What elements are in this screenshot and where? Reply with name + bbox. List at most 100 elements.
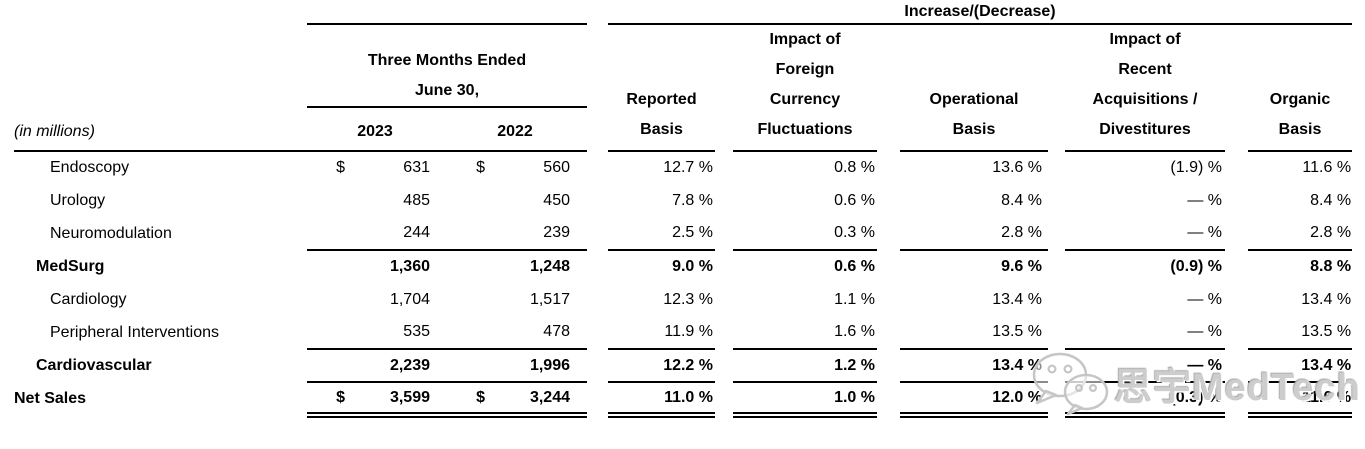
spacer (1048, 316, 1065, 349)
pct-col-header-line: Basis (952, 121, 996, 138)
currency-symbol-2023 (307, 348, 345, 382)
spacer (877, 349, 900, 382)
currency-symbol-2023 (307, 217, 345, 250)
currency-symbol-2022 (443, 283, 485, 316)
pct-value: 13.4 % (992, 290, 1042, 308)
currency-symbol-2022 (443, 249, 485, 283)
pct-value: (0.3) % (1065, 381, 1225, 418)
pct-value: 13.4 % (900, 348, 1048, 382)
spacer (715, 349, 733, 382)
pct-value: 13.6 % (992, 159, 1042, 176)
pct-value: 1.6 % (834, 323, 875, 340)
spacer (715, 24, 733, 151)
pct-value: 0.3 % (834, 224, 875, 241)
currency-symbol-2022 (443, 217, 485, 250)
spacer (1048, 24, 1065, 151)
pct-col-header-line: Operational (929, 91, 1019, 108)
value-2022: 560 (543, 159, 570, 176)
row-label: MedSurg (36, 257, 105, 275)
pct-value: 8.4 % (1001, 191, 1042, 209)
year-header-2022: 2022 (443, 106, 587, 153)
value-2022: 3,244 (485, 381, 587, 418)
pct-value: 13.5 % (1301, 323, 1352, 340)
table-row: MedSurg 1,360 1,248 9.0 % 0.6 % 9.6 % (0.9) % 8… (14, 249, 1353, 283)
pct-col-header-acquisitions-divestitures: Impact of Recent Acquisitions / Divestiture… (1065, 24, 1225, 152)
currency-symbol-2023: $ (336, 159, 345, 176)
pct-col-header-reported-basis: Reported Basis (608, 24, 715, 152)
spacer (715, 382, 733, 415)
pct-value: 12.0 % (900, 381, 1048, 418)
pct-value: 11.9 % (664, 323, 713, 340)
pct-col-header-line: Recent (1118, 61, 1172, 78)
pct-col-header-organic-basis: Organic Basis (1248, 24, 1353, 152)
spacer (587, 349, 608, 382)
spacer (877, 24, 900, 151)
currency-symbol-2023 (307, 249, 345, 283)
spacer (715, 250, 733, 283)
corner-spacer (14, 0, 307, 24)
pct-value: 0.8 % (834, 159, 875, 176)
pct-value: 1.2 % (733, 348, 877, 382)
spacer (715, 184, 733, 217)
period-line-2: June 30, (414, 81, 480, 99)
table-row: Net Sales $3,599 $3,244 11.0 % 1.0 % 12.0 % (0… (14, 381, 1353, 418)
spacer (1048, 283, 1065, 316)
value-2022: 478 (543, 323, 570, 340)
pct-value: — % (1187, 191, 1222, 209)
value-2023: 1,704 (389, 290, 430, 308)
pct-value: 9.0 % (608, 249, 715, 283)
currency-symbol-2023 (307, 316, 345, 349)
pct-col-header-operational-basis: Operational Basis (900, 24, 1048, 152)
spacer (587, 316, 608, 349)
currency-symbol-2023: $ (307, 381, 345, 418)
period-line-1: Three Months Ended (367, 51, 527, 69)
pct-value: — % (1187, 224, 1222, 241)
pct-value: 12.3 % (663, 290, 713, 308)
table-row: Neuromodulation 244 239 2.5 % 0.3 % 2.8 % — % 2… (14, 217, 1352, 250)
row-label: Endoscopy (50, 159, 130, 176)
pct-value: 12.2 % (608, 348, 715, 382)
currency-symbol-2022: $ (443, 381, 485, 418)
pct-value: 11.6 % (1302, 159, 1352, 176)
table-row: Cardiovascular 2,239 1,996 12.2 % 1.2 % 13.4 … (14, 348, 1353, 382)
spacer (877, 184, 900, 217)
spacer (587, 151, 608, 184)
pct-value: 0.6 % (733, 249, 877, 283)
spacer (1225, 316, 1248, 349)
pct-value: (0.9) % (1065, 249, 1225, 283)
spacer (587, 184, 608, 217)
pct-value: 13.5 % (992, 323, 1042, 340)
pct-value: (1.9) % (1170, 159, 1222, 176)
table-body: Endoscopy $631 $560 12.7 % 0.8 % 13.6 % (1.9) … (14, 151, 1353, 418)
spacer (587, 0, 608, 24)
spacer (877, 151, 900, 184)
pct-value: 2.5 % (672, 224, 713, 241)
value-2022: 1,248 (485, 249, 587, 283)
pct-value: 1.0 % (733, 381, 877, 418)
pct-col-header-line: Foreign (775, 61, 835, 78)
table-row: Urology 485 450 7.8 % 0.6 % 8.4 % — % 8.4 % (14, 184, 1352, 217)
pct-col-header-line: Basis (1278, 121, 1322, 138)
spacer (1048, 250, 1065, 283)
year-header-2023: 2023 (307, 106, 443, 153)
value-2023: 631 (403, 159, 430, 176)
pct-value: 9.6 % (900, 249, 1048, 283)
spacer (877, 316, 900, 349)
table-row: Endoscopy $631 $560 12.7 % 0.8 % 13.6 % (1.9) … (14, 151, 1352, 184)
row-label: Peripheral Interventions (50, 323, 219, 341)
pct-value: 12.7 % (663, 159, 713, 176)
currency-symbol-2022 (443, 316, 485, 349)
spacer (1048, 349, 1065, 382)
pct-col-header-line: Divestitures (1099, 121, 1191, 138)
value-2023: 1,360 (345, 249, 443, 283)
spacer (1225, 184, 1248, 217)
spacer (587, 382, 608, 415)
pct-value: 0.6 % (834, 191, 875, 209)
period-header: Three Months Ended June 30, (307, 24, 587, 108)
pct-col-header-line: Impact of (1109, 31, 1181, 48)
pct-col-header-line: Acquisitions / (1092, 91, 1198, 108)
pct-value: 11.0 % (608, 381, 715, 418)
spacer (1225, 349, 1248, 382)
pct-col-header-line: Fluctuations (757, 121, 853, 138)
